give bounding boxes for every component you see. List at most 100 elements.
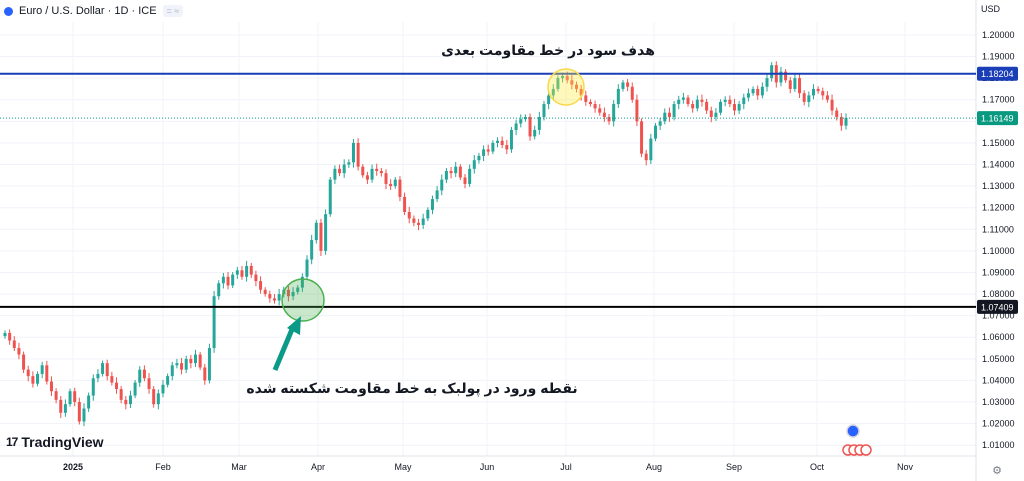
candle-body [361,166,365,176]
candle-body [742,97,746,105]
entry-arrow-head-icon [287,316,301,335]
candle-body [677,99,681,105]
candle-body [686,97,690,105]
price-tick-label: 1.09000 [982,267,1015,277]
candle-body [365,175,369,180]
time-tick-label: Oct [810,462,825,472]
candle-body [547,95,551,105]
candle-body [101,363,105,374]
candle-body [770,65,774,79]
candle-body [407,212,411,219]
candle-body [835,110,839,118]
price-tick-label: 1.03000 [982,397,1015,407]
candle-body [807,95,811,102]
candle-body [723,99,727,102]
candle-body [49,381,53,392]
candle-body [87,395,91,409]
event-marker-icon[interactable] [846,424,860,438]
candle-body [565,75,569,81]
candle-body [630,86,634,100]
price-tick-label: 1.13000 [982,181,1015,191]
candle-body [607,117,611,122]
candle-body [463,177,467,184]
candle-body [505,145,509,150]
candle-body [245,265,249,277]
candle-body [491,142,495,152]
candle-body [180,363,184,370]
symbol-header[interactable]: Euro / U.S. Dollar · 1D · ICE = ≈ [4,3,184,19]
candle-body [175,363,179,366]
candle-body [45,365,49,382]
candle-body [719,101,723,113]
settings-gear-icon[interactable]: ⚙ [992,465,1002,477]
price-tick-label: 1.19000 [982,52,1015,62]
candle-body [8,332,12,341]
candle-body [537,117,541,130]
candle-body [653,125,657,139]
candle-body [784,71,788,81]
price-tags: 1.18204 1.16149 1.07409 [977,66,1018,314]
candle-body [579,88,583,96]
event-markers [842,424,872,456]
candle-body [194,354,198,364]
tradingview-brand: TradingView [21,434,104,450]
candle-body [435,190,439,200]
price-tick-label: 1.02000 [982,419,1015,429]
candle-body [379,170,383,174]
candle-body [788,80,792,89]
candle-body [728,99,732,105]
candle-body [277,294,281,301]
candle-body [156,393,160,405]
price-tick-label: 1.17000 [982,95,1015,105]
candle-body [500,140,504,146]
time-tick-label: Feb [155,462,171,472]
candle-body [551,88,555,96]
candle-body [370,168,374,180]
candle-body [486,149,490,152]
candle-body [17,348,21,355]
candle-body [421,218,425,225]
candle-body [658,121,662,126]
candle-body [816,88,820,92]
last-price-tag-bg [977,111,1018,126]
time-tick-label: Sep [726,462,742,472]
candle-body [737,104,741,111]
time-tick-label: 2025 [63,462,83,472]
candle-body [161,384,165,394]
candle-body [426,209,430,219]
candle-body [602,112,606,118]
candle-body [519,119,523,124]
time-tick-label: Nov [897,462,914,472]
candle-body [375,168,379,171]
candle-body [468,168,472,184]
candle-body [556,78,560,89]
compare-toggle-icon[interactable]: = ≈ [162,5,184,17]
candle-body [821,91,825,96]
candle-body [700,99,704,102]
candle-body [105,363,109,377]
candle-body [825,95,829,100]
candle-body [333,168,337,180]
price-tick-label: 1.15000 [982,138,1015,148]
last-price-tag: 1.16149 [981,114,1014,124]
candle-body [635,99,639,122]
currency-label[interactable]: USD [980,4,1000,14]
candle-body [82,408,86,422]
price-tick-label: 1.14000 [982,160,1015,170]
candle-body [621,82,625,89]
candle-body [765,78,769,87]
tradingview-logo-icon: 17 [6,435,18,449]
candle-body [393,179,397,187]
time-tick-label: Jul [560,462,572,472]
candle-body [412,218,416,223]
candle-body [398,179,402,197]
candle-body [844,118,848,126]
candle-body [444,170,448,180]
candle-body [732,104,736,111]
price-tick-label: 1.01000 [982,440,1015,450]
candle-body [124,399,128,405]
candle-body [626,82,630,87]
candle-body [314,222,318,241]
candle-body [189,358,193,364]
